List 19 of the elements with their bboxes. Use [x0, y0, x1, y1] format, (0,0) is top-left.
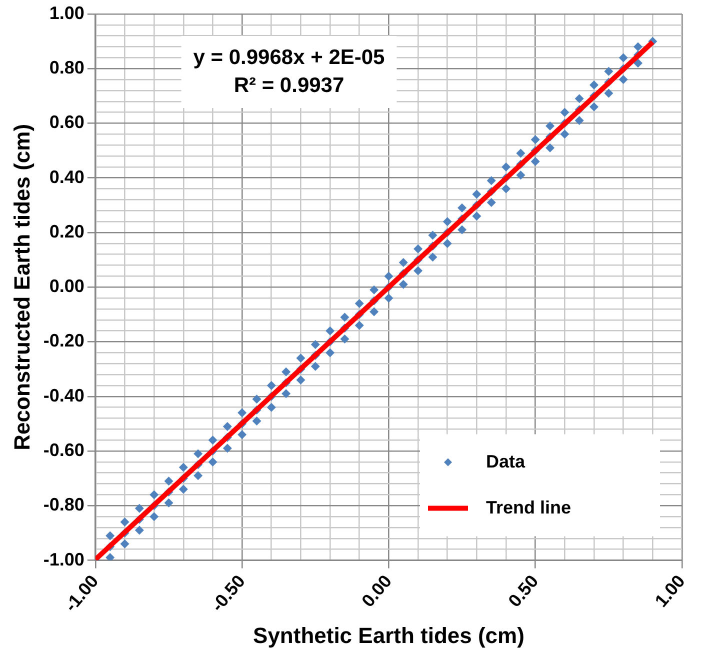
- x-tick-label: 0.00: [358, 571, 396, 611]
- y-tick-label: 0.00: [49, 276, 84, 296]
- x-tick-label: 0.50: [504, 571, 542, 611]
- legend-label: Trend line: [486, 497, 572, 518]
- y-tick-label: -0.80: [43, 494, 84, 515]
- legend-label: Data: [486, 451, 526, 472]
- annotation: y = 0.9968x + 2E-05: [193, 46, 386, 69]
- y-tick-label: 1.00: [49, 2, 84, 23]
- y-tick-label: 0.60: [49, 112, 84, 132]
- x-axis-title: Synthetic Earth tides (cm): [253, 622, 524, 648]
- y-tick-label: -0.60: [43, 440, 84, 460]
- y-tick-label: -0.20: [43, 330, 84, 351]
- y-tick-label: 0.40: [49, 166, 84, 187]
- y-tick-label: -0.40: [43, 385, 84, 406]
- y-tick-label: -1.00: [43, 549, 84, 570]
- y-axis-title: Reconstructed Earth tides (cm): [9, 124, 34, 450]
- y-tick-label: 0.20: [49, 221, 84, 242]
- y-tick-label: 0.80: [49, 58, 84, 78]
- annotation: R² = 0.9937: [234, 74, 344, 97]
